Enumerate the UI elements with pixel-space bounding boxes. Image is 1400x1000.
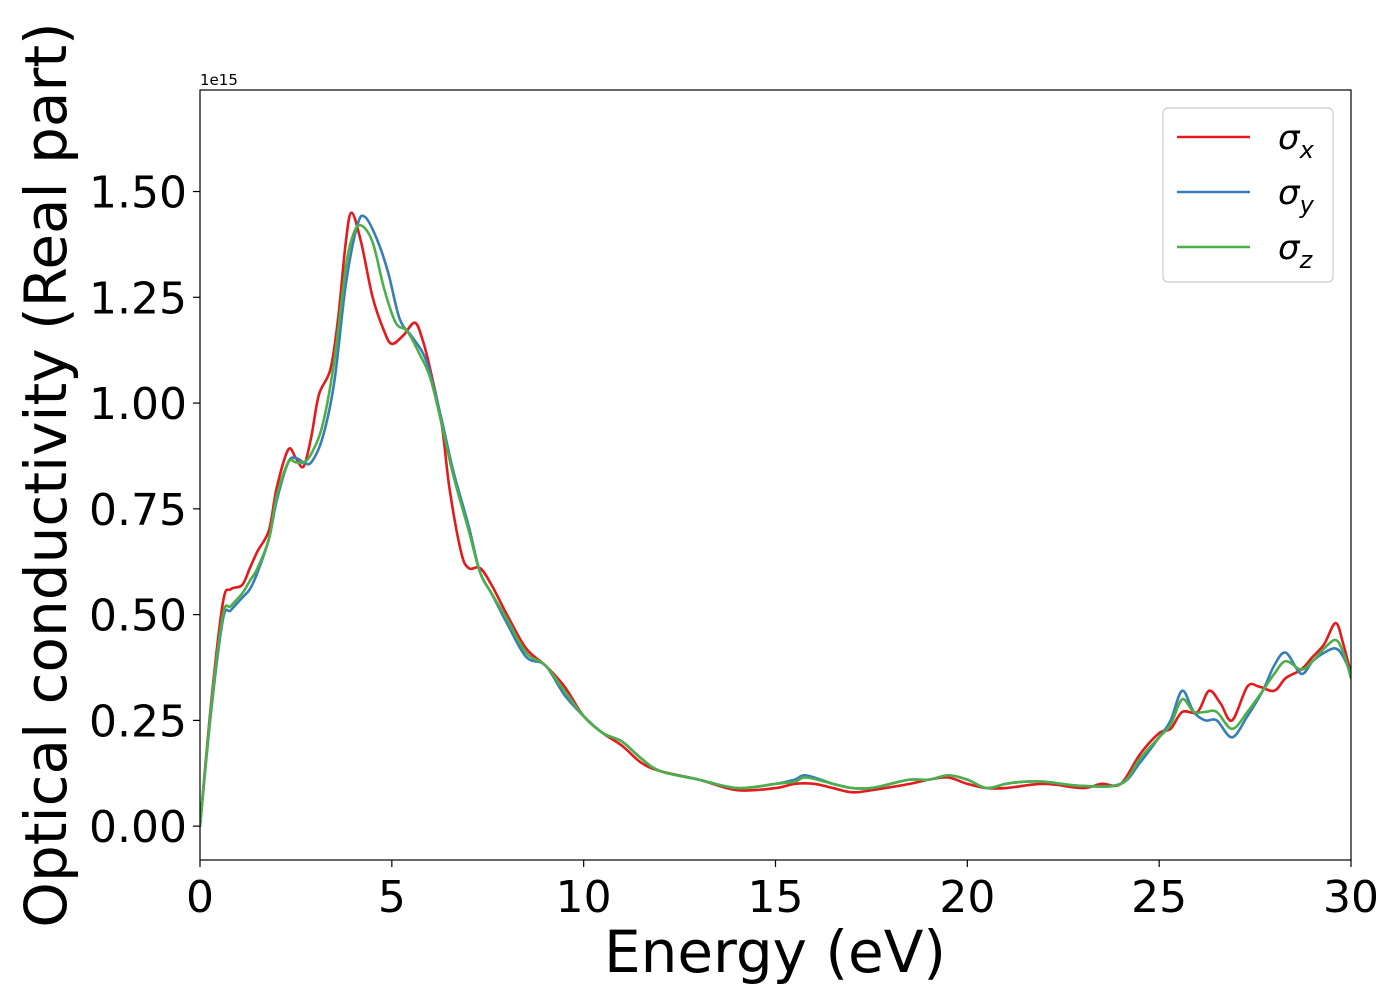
- y-tick-label: 0.00: [89, 802, 187, 853]
- y-axis-ticks: 0.00 0.25 0.50 0.75 1.00 1.25 1.50: [89, 168, 200, 853]
- x-tick-label: 0: [186, 872, 214, 923]
- series-layer: [200, 211, 1351, 828]
- series-line-y: [200, 214, 1351, 828]
- series-line-z: [200, 223, 1351, 828]
- y-tick-label: 0.25: [89, 696, 187, 747]
- legend-frame: [1162, 107, 1334, 283]
- x-tick-label: 20: [939, 872, 995, 923]
- x-tick-label: 25: [1131, 872, 1187, 923]
- legend-label-x: σx: [1278, 118, 1315, 164]
- y-tick-label: 1.50: [89, 168, 187, 219]
- y-tick-label: 1.25: [89, 273, 187, 324]
- y-tick-label: 0.50: [89, 591, 187, 642]
- y-tick-label: 1.00: [89, 379, 187, 430]
- legend: σx σy σz: [1162, 107, 1334, 283]
- x-axis-title: Energy (eV): [604, 918, 946, 986]
- legend-label-z: σz: [1278, 228, 1314, 274]
- x-tick-label: 10: [556, 872, 612, 923]
- x-tick-label: 15: [748, 872, 804, 923]
- x-axis-ticks: 0 5 10 15 20 25 30: [186, 860, 1379, 923]
- series-line-x: [200, 211, 1351, 828]
- y-axis-title: Optical conductivity (Real part): [12, 22, 80, 927]
- legend-label-y: σy: [1278, 173, 1315, 219]
- x-tick-label: 30: [1323, 872, 1379, 923]
- y-tick-label: 0.75: [89, 485, 187, 536]
- y-offset-text: 1e15: [200, 71, 238, 89]
- x-tick-label: 5: [378, 872, 406, 923]
